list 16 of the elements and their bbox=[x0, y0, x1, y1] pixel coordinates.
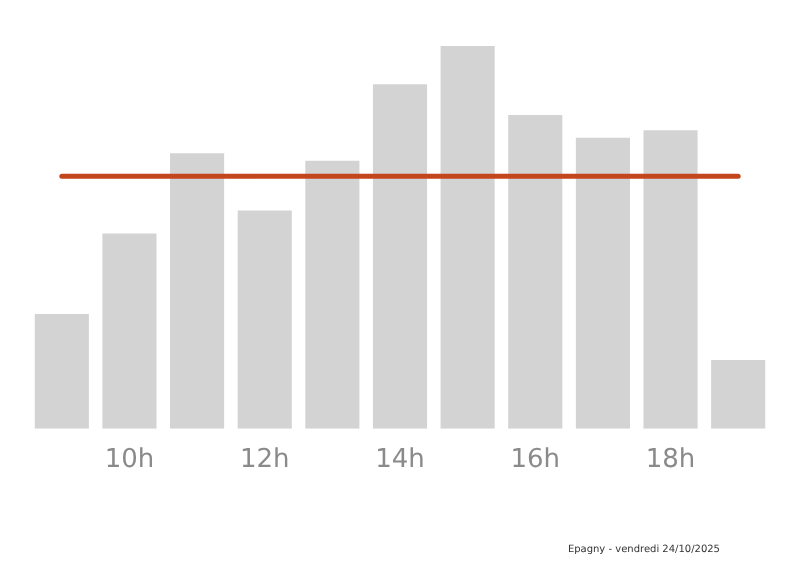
bar bbox=[440, 46, 495, 429]
bar bbox=[372, 84, 428, 429]
bar bbox=[643, 130, 698, 429]
bar bbox=[102, 233, 157, 429]
bar bbox=[575, 137, 630, 429]
x-tick-label: 10h bbox=[104, 445, 155, 476]
x-tick-label: 18h bbox=[645, 445, 696, 476]
bar bbox=[711, 359, 766, 429]
bar bbox=[305, 160, 360, 429]
x-tick-label: 12h bbox=[239, 445, 290, 476]
bar bbox=[34, 313, 89, 429]
x-tick-label: 14h bbox=[375, 445, 425, 476]
bar bbox=[237, 210, 292, 429]
x-tick-label: 16h bbox=[510, 445, 561, 476]
bar bbox=[508, 114, 563, 429]
bar bbox=[170, 153, 225, 429]
